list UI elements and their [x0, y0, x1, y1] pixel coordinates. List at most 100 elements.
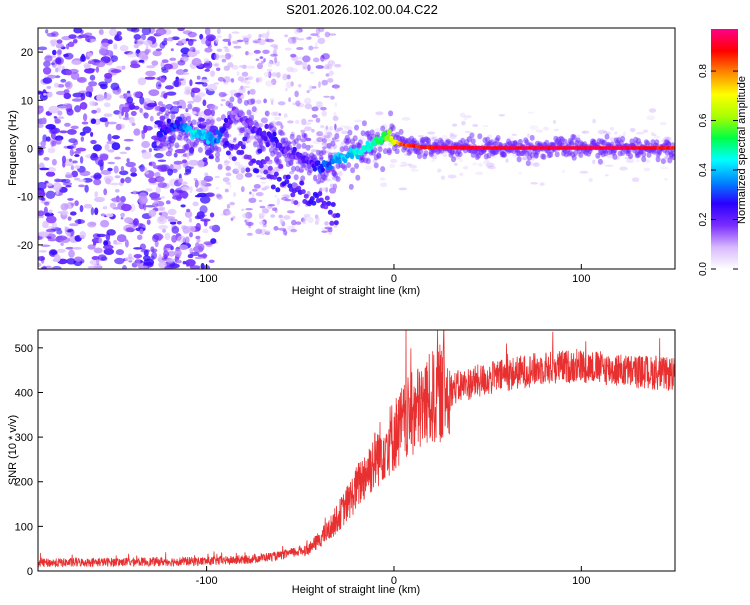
ridge-halo-mark: [197, 116, 203, 123]
noise-blob: [169, 221, 177, 225]
noise-blob: [130, 167, 137, 174]
noise-blob: [107, 133, 112, 142]
noise-blob: [45, 171, 56, 177]
noise-blob: [653, 133, 657, 137]
noise-blob: [278, 214, 283, 219]
ridge-mark: [157, 122, 162, 128]
noise-blob: [61, 210, 69, 216]
ridge-secondary-mark: [261, 159, 267, 165]
ridge-mark: [292, 146, 297, 152]
noise-blob: [102, 206, 108, 210]
noise-blob: [327, 60, 336, 66]
ridge-secondary-mark: [293, 200, 299, 206]
noise-blob: [143, 40, 153, 46]
noise-blob: [312, 139, 321, 145]
noise-blob: [106, 121, 118, 125]
noise-blob: [193, 49, 201, 55]
noise-blob: [210, 238, 217, 244]
x-tick-label: 0: [391, 273, 397, 285]
ridge-halo-mark: [184, 143, 190, 150]
noise-blob: [259, 76, 263, 83]
noise-blob: [301, 118, 307, 126]
noise-blob: [145, 171, 149, 175]
noise-blob: [70, 165, 75, 171]
ridge-secondary-mark: [255, 160, 261, 165]
ridge-halo-mark: [169, 141, 175, 147]
noise-blob: [316, 131, 324, 137]
noise-blob: [133, 34, 142, 40]
noise-blob: [161, 69, 169, 73]
ridge-mark: [158, 132, 164, 138]
ridge-secondary-mark: [335, 212, 341, 218]
noise-blob: [306, 90, 310, 94]
noise-blob: [87, 52, 93, 57]
noise-blob: [147, 127, 151, 131]
noise-blob: [40, 244, 51, 248]
noise-blob: [181, 103, 187, 110]
ridge-mark: [382, 130, 387, 136]
noise-blob: [103, 188, 108, 196]
noise-blob: [238, 86, 246, 94]
noise-blob: [487, 165, 496, 170]
noise-blob: [344, 125, 353, 131]
noise-blob: [581, 130, 590, 134]
ridge-secondary-mark: [225, 150, 231, 156]
ridge-halo-mark: [629, 138, 635, 145]
y-tick-label: 500: [15, 343, 33, 355]
noise-blob: [264, 185, 270, 189]
noise-blob: [274, 56, 278, 64]
noise-blob: [94, 196, 105, 203]
ridge-halo-mark: [571, 154, 577, 161]
noise-blob: [164, 216, 176, 220]
noise-blob: [195, 235, 201, 240]
ridge-halo-mark: [578, 152, 584, 158]
noise-blob: [53, 254, 61, 263]
noise-blob: [59, 130, 68, 134]
noise-blob: [135, 37, 144, 46]
noise-blob: [217, 76, 225, 82]
noise-blob: [272, 49, 278, 57]
noise-blob: [232, 40, 239, 45]
noise-blob: [330, 95, 335, 100]
noise-blob: [196, 75, 201, 80]
noise-blob: [459, 172, 464, 177]
ridge-halo-mark: [346, 137, 352, 144]
noise-blob: [79, 102, 88, 110]
noise-blob: [324, 221, 329, 226]
snr-x-label: Height of straight line (km): [292, 584, 420, 596]
noise-blob: [294, 60, 303, 66]
noise-blob: [160, 61, 165, 68]
noise-blob: [44, 55, 53, 62]
noise-blob: [174, 148, 186, 154]
ridge-halo-mark: [477, 133, 483, 140]
ridge-halo-mark: [346, 162, 352, 169]
y-tick-label: 0: [27, 566, 33, 578]
noise-blob: [45, 29, 49, 34]
noise-blob: [43, 206, 48, 215]
noise-blob: [234, 161, 241, 166]
noise-blob: [177, 28, 185, 32]
noise-blob: [257, 62, 264, 70]
noise-blob: [189, 46, 196, 53]
noise-blob: [226, 181, 231, 185]
noise-blob: [244, 78, 249, 81]
noise-blob: [200, 79, 209, 83]
noise-blob: [443, 153, 447, 157]
x-tick-label: -100: [196, 575, 218, 587]
noise-blob: [47, 226, 57, 230]
noise-blob: [224, 188, 229, 193]
noise-blob: [529, 161, 534, 166]
noise-blob: [42, 77, 53, 84]
noise-blob: [55, 187, 59, 196]
noise-blob: [122, 117, 131, 121]
ridge-secondary-mark: [267, 165, 273, 171]
noise-blob: [150, 255, 155, 261]
noise-blob: [103, 92, 112, 101]
ridge-halo-mark: [343, 145, 349, 152]
noise-blob: [532, 162, 540, 168]
noise-blob: [459, 112, 466, 118]
noise-blob: [184, 236, 190, 244]
noise-blob: [598, 129, 607, 135]
noise-blob: [417, 135, 425, 138]
noise-blob: [303, 122, 312, 126]
